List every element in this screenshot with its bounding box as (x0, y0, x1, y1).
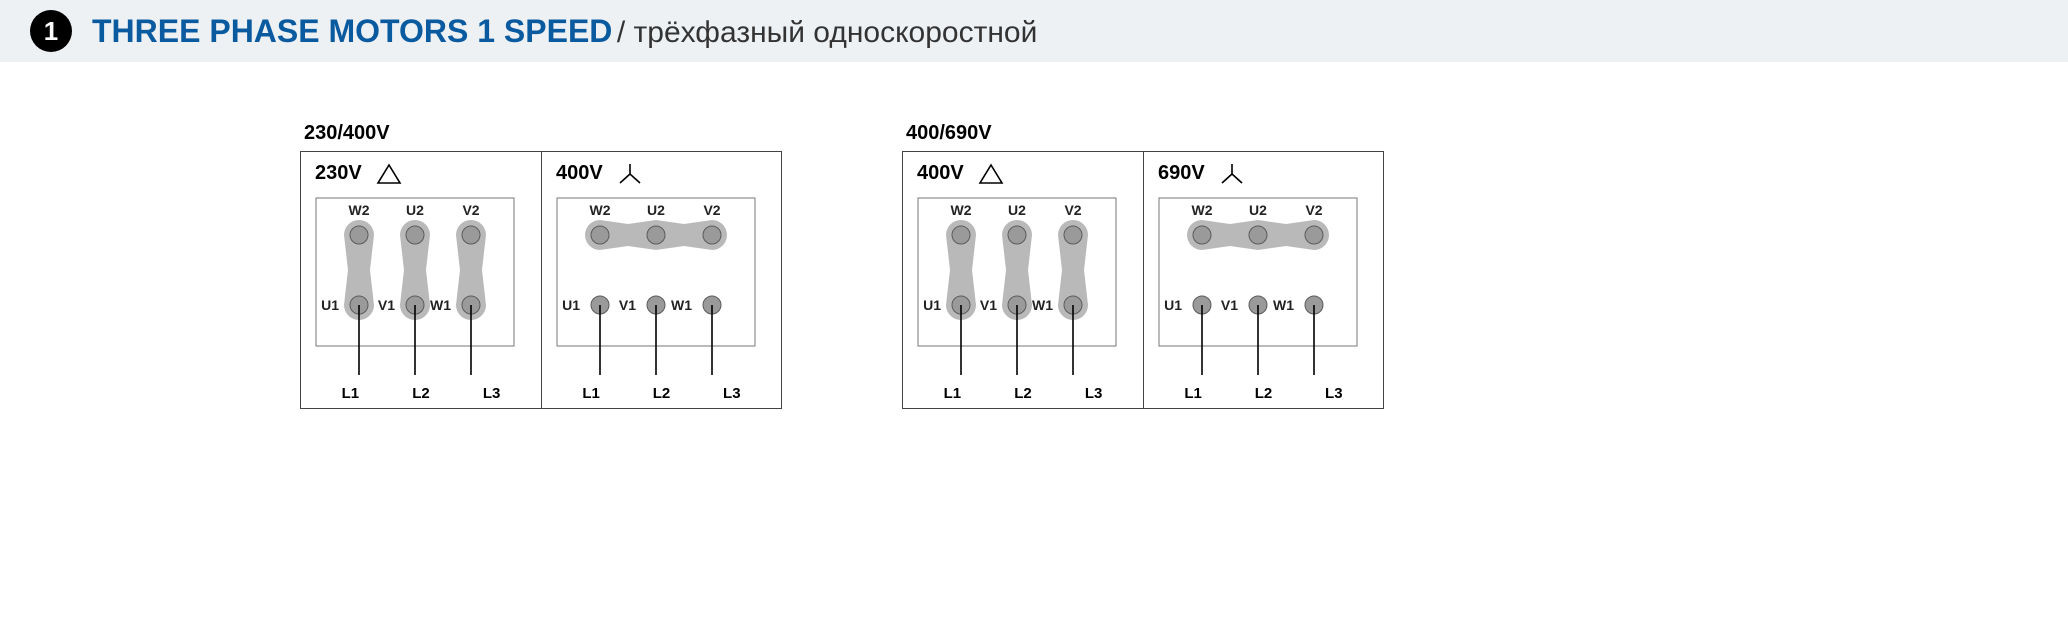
star-box: 690V W2 U2 V2 U1 V1 W1 L1L2L3 (1143, 152, 1383, 408)
svg-text:U2: U2 (406, 202, 424, 218)
group-range-label: 400/690V (906, 122, 1384, 145)
svg-text:W1: W1 (1273, 297, 1294, 313)
connection-pair: 400V W2U2V2U1V1W1 L1L2L3 690V W2U2V2U1V1… (902, 151, 1384, 409)
terminal-diagram: W2 U2 V2 U1 V1 W1 (315, 197, 515, 377)
svg-text:V2: V2 (703, 202, 720, 218)
voltage-label: 400V (917, 162, 964, 185)
svg-text:V1: V1 (1221, 297, 1238, 313)
svg-text:W2: W2 (349, 202, 370, 218)
terminal-diagram: W2 U2 V2 U1 V1 W1 (1158, 197, 1358, 377)
svg-text:U1: U1 (321, 297, 339, 313)
box-header: 400V (917, 162, 1129, 185)
svg-text:U1: U1 (562, 297, 580, 313)
group-range-label: 230/400V (304, 122, 782, 145)
line-label: L1 (917, 385, 987, 402)
svg-text:U2: U2 (647, 202, 665, 218)
svg-text:W1: W1 (430, 297, 451, 313)
svg-text:U2: U2 (1249, 202, 1267, 218)
svg-text:V2: V2 (1305, 202, 1322, 218)
line-label: L3 (697, 385, 767, 402)
box-header: 690V (1158, 162, 1369, 185)
supply-lines: L1L2L3 (1158, 385, 1369, 402)
svg-text:V2: V2 (1064, 202, 1081, 218)
svg-text:W2: W2 (1192, 202, 1213, 218)
delta-icon (376, 163, 402, 185)
voltage-group: 400/690V 400V W2U2V2U1V1W1 L1L2L3 690V W… (902, 122, 1384, 409)
delta-box: 230V W2 U2 V2 U1 V1 W1 L1L2L3 (301, 152, 541, 408)
title-wrap: THREE PHASE MOTORS 1 SPEED / трёхфазный … (92, 13, 1037, 50)
line-label: L1 (556, 385, 626, 402)
star-icon (617, 163, 643, 185)
supply-lines: L1L2L3 (556, 385, 767, 402)
connection-pair: 230V W2U2V2U1V1W1 L1L2L3 400V W2U2V2U1V1… (300, 151, 782, 409)
section-number: 1 (44, 16, 58, 47)
section-number-badge: 1 (30, 10, 72, 52)
line-label: L2 (627, 385, 697, 402)
svg-text:U1: U1 (923, 297, 941, 313)
terminal-diagram: W2 U2 V2 U1 V1 W1 (556, 197, 756, 377)
supply-lines: L1L2L3 (315, 385, 527, 402)
line-label: L1 (1158, 385, 1228, 402)
line-label: L3 (1299, 385, 1369, 402)
delta-box: 400V W2 U2 V2 U1 V1 W1 L1L2L3 (903, 152, 1143, 408)
svg-text:U2: U2 (1008, 202, 1026, 218)
star-icon (1219, 163, 1245, 185)
line-label: L2 (1229, 385, 1299, 402)
svg-text:V2: V2 (462, 202, 479, 218)
voltage-label: 400V (556, 162, 603, 185)
line-label: L3 (1059, 385, 1129, 402)
box-header: 230V (315, 162, 527, 185)
line-label: L2 (386, 385, 456, 402)
line-label: L2 (988, 385, 1058, 402)
header-bar: 1 THREE PHASE MOTORS 1 SPEED / трёхфазны… (0, 0, 2068, 62)
svg-text:W2: W2 (951, 202, 972, 218)
star-box: 400V W2 U2 V2 U1 V1 W1 L1L2L3 (541, 152, 781, 408)
svg-text:W1: W1 (1032, 297, 1053, 313)
svg-text:W1: W1 (671, 297, 692, 313)
svg-text:U1: U1 (1164, 297, 1182, 313)
voltage-group: 230/400V 230V W2U2V2U1V1W1 L1L2L3 400V W… (300, 122, 782, 409)
terminal-diagram: W2 U2 V2 U1 V1 W1 (917, 197, 1117, 377)
line-label: L3 (457, 385, 527, 402)
supply-lines: L1L2L3 (917, 385, 1129, 402)
title-ru: / трёхфазный односкоростной (617, 16, 1038, 49)
svg-text:V1: V1 (378, 297, 395, 313)
box-header: 400V (556, 162, 767, 185)
title-en: THREE PHASE MOTORS 1 SPEED (92, 13, 612, 49)
svg-text:V1: V1 (980, 297, 997, 313)
voltage-label: 230V (315, 162, 362, 185)
svg-text:W2: W2 (590, 202, 611, 218)
delta-icon (978, 163, 1004, 185)
line-label: L1 (315, 385, 385, 402)
content: 230/400V 230V W2U2V2U1V1W1 L1L2L3 400V W… (0, 62, 2068, 439)
svg-text:V1: V1 (619, 297, 636, 313)
voltage-label: 690V (1158, 162, 1205, 185)
